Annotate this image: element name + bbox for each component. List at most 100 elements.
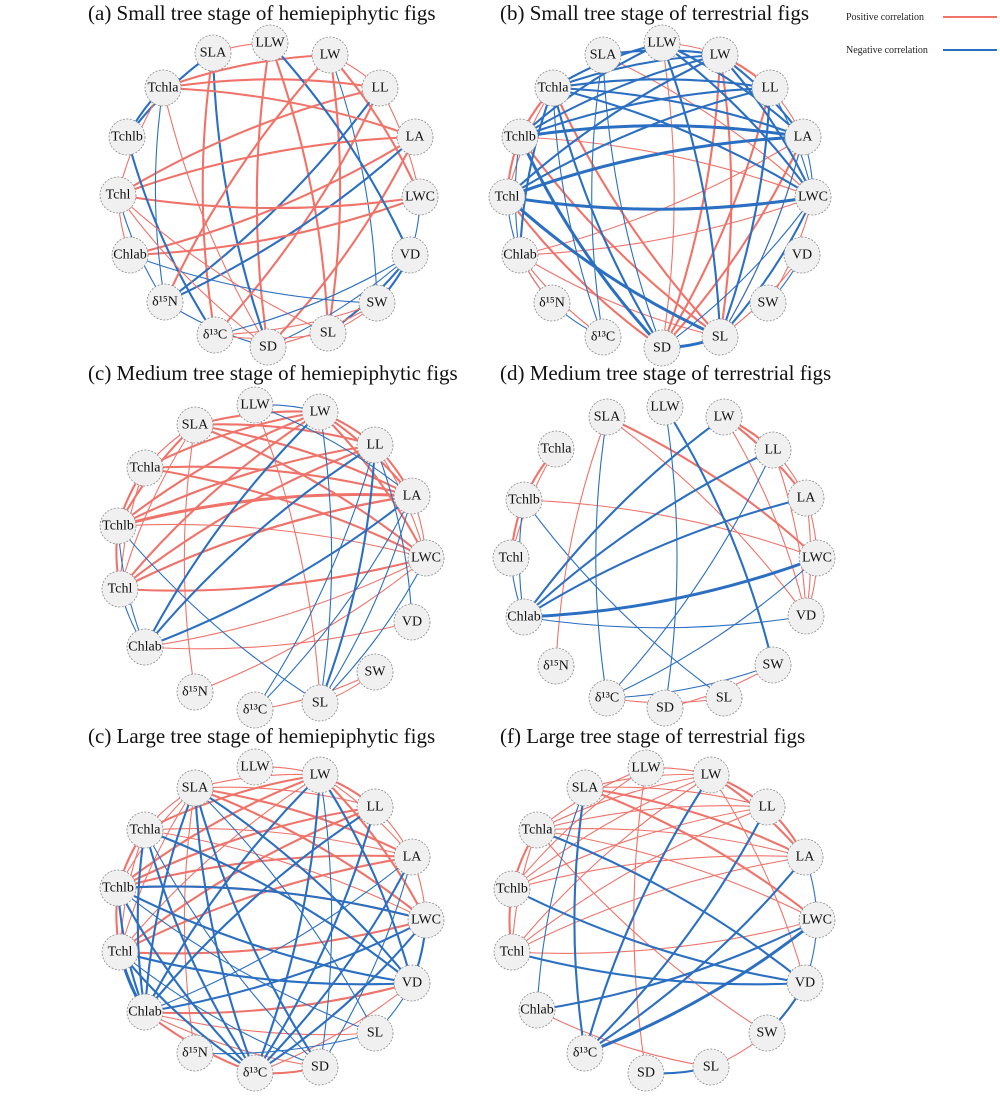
negative-edge-tchla-chlab <box>518 86 555 257</box>
node-chlab: Chlab <box>126 993 164 1031</box>
node-label: LW <box>320 48 342 63</box>
negative-edge-tchl-sl <box>505 195 722 339</box>
node-circle <box>518 991 556 1029</box>
node-lw: LW <box>301 756 339 794</box>
node-label: SD <box>311 1060 329 1075</box>
negative-edge-lw-tchl <box>505 53 722 199</box>
node-circle <box>361 69 399 107</box>
node-la: LA <box>786 838 824 876</box>
positive-edge-d13c-sw <box>214 302 378 336</box>
negative-edge-la-chlab <box>522 496 808 619</box>
node-chlab: Chlab <box>518 991 556 1029</box>
node-tchl: Tchl <box>493 933 531 971</box>
node-circle <box>301 684 339 722</box>
negative-edge-la-d13c <box>253 855 414 1075</box>
node-label: VD <box>402 976 422 991</box>
node-llw: LLW <box>251 24 289 62</box>
negative-edge-tchlb-sl <box>117 525 321 704</box>
negative-edge-vd-chlab <box>523 615 807 629</box>
positive-edge-chlab-la <box>519 136 804 256</box>
node-chlab: Chlab <box>505 598 543 636</box>
node-circle <box>144 69 182 107</box>
node-vd: VD <box>783 236 821 274</box>
node-label: LA <box>794 130 814 145</box>
node-circle <box>236 386 274 424</box>
node-vd: VD <box>393 964 431 1002</box>
node-lwc: LWC <box>401 178 439 216</box>
node-label: SLA <box>182 418 209 433</box>
node-vd: VD <box>787 597 825 635</box>
positive-edge-tchl-sd <box>117 194 269 348</box>
node-circle <box>566 1034 604 1072</box>
node-circle <box>356 426 394 464</box>
negative-edge-tchl-vd <box>510 950 807 986</box>
node-sd: SD <box>301 1048 339 1086</box>
node-label: Chlab <box>503 248 536 263</box>
network-panel-d: SLA LLW LW LL LA LWC VD SW SL SD δ¹³C δ¹⁵N Chlab Tchl… <box>492 388 836 727</box>
node-circle <box>783 236 821 274</box>
node-label: SD <box>653 341 671 356</box>
negative-edge-lwc-tchl <box>505 195 815 211</box>
node-circle <box>784 118 822 156</box>
node-circle <box>798 901 836 939</box>
node-ll: LL <box>748 788 786 826</box>
positive-edge-la-tchlb <box>116 854 414 890</box>
node-circle <box>407 901 445 939</box>
node-tchl: Tchl <box>492 539 530 577</box>
positive-edge-chlab-sl <box>144 1011 376 1036</box>
node-vd: VD <box>391 236 429 274</box>
node-tchla: Tchla <box>537 430 575 468</box>
node-label: Chlab <box>507 610 540 625</box>
node-label: Tchlb <box>496 882 528 897</box>
positive-edge-la-tchl <box>511 856 806 953</box>
positive-edge-lw-vd <box>710 774 806 984</box>
node-d13c: δ¹³C <box>588 679 626 717</box>
node-circle <box>537 430 575 468</box>
negative-edge-ll-sl <box>318 443 377 705</box>
positive-edge-lwc-tchla <box>536 829 818 921</box>
negative-edge-sla-vd <box>193 786 414 985</box>
node-d15n: δ¹⁵N <box>146 283 184 321</box>
node-label: δ¹³C <box>595 691 619 706</box>
positive-edge-lwc-chlab <box>144 557 427 648</box>
node-lwc: LWC <box>798 901 836 939</box>
positive-edge-lw-tchla <box>143 773 322 832</box>
negative-edge-ll-chlab <box>143 443 377 649</box>
positive-edge-lw-lwc <box>318 410 428 560</box>
negative-edge-sla-chlab <box>536 787 586 1011</box>
node-label: Tchl <box>106 188 131 203</box>
positive-edge-lw-tchl <box>119 774 321 953</box>
node-circle <box>505 481 543 519</box>
positive-edge-llw-tchlb <box>511 767 647 890</box>
node-circle <box>701 318 739 356</box>
positive-edge-sla-d13c <box>201 51 217 337</box>
node-circle <box>236 691 274 729</box>
node-sla: SLA <box>566 769 604 807</box>
negative-edge-sla-sd <box>602 54 663 349</box>
node-circle <box>493 933 531 971</box>
node-circle <box>646 689 684 727</box>
negative-edge-la-tchl <box>505 135 805 199</box>
node-lw: LW <box>701 36 739 74</box>
node-tchlb: Tchlb <box>108 118 146 156</box>
positive-edge-la-tchlb <box>116 492 414 528</box>
node-circle <box>99 176 137 214</box>
negative-edge-la-sl <box>719 136 804 338</box>
legend-negative-label: Negative correlation <box>846 45 928 56</box>
negative-edge-ll-d13c <box>606 449 774 699</box>
node-chlab: Chlab <box>111 236 149 274</box>
negative-edge-tchla-d13c <box>143 828 257 1075</box>
positive-edge-lw-tchlb <box>511 774 712 890</box>
node-circle <box>754 646 792 684</box>
node-tchla: Tchla <box>534 69 572 107</box>
node-circle <box>146 283 184 321</box>
network-panel-c: SLA LLW LW LL LA LWC VD SW SL δ¹³C δ¹⁵N Chlab Tchl Tc… <box>99 386 445 729</box>
node-label: Tchlb <box>111 130 143 145</box>
node-d13c: δ¹³C <box>236 1054 274 1092</box>
node-label: LLW <box>647 36 677 51</box>
node-circle <box>566 769 604 807</box>
node-circle <box>393 838 431 876</box>
node-label: LA <box>403 489 423 504</box>
positive-edge-sla-tchl <box>119 787 196 953</box>
node-label: SL <box>716 691 732 706</box>
